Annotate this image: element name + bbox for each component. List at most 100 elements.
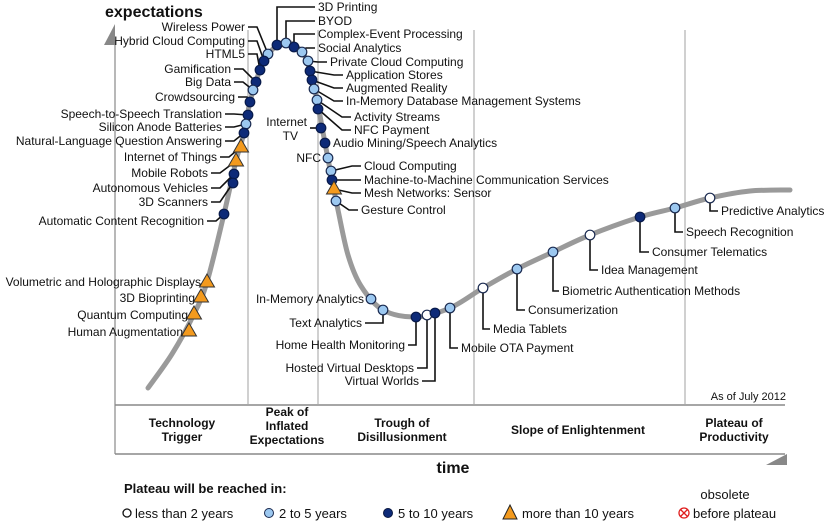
- leader-line: [316, 99, 351, 118]
- legend-label-gt10: more than 10 years: [522, 506, 635, 521]
- leader-line: [639, 217, 649, 253]
- leader-line: [311, 79, 343, 89]
- label-media-tablets: Media Tablets: [493, 322, 567, 336]
- label-augmented-reality: Augmented Reality: [346, 81, 447, 95]
- label-complex-event-processing: Complex-Event Processing: [318, 27, 463, 41]
- circle-marker-icon: [308, 83, 320, 95]
- circle-marker-icon: [240, 118, 252, 130]
- label-big-data: Big Data: [185, 75, 231, 89]
- legend-label-2to5: 2 to 5 years: [279, 506, 347, 521]
- leader-lines: [207, 6, 718, 382]
- circle-marker-icon: [444, 302, 456, 314]
- legend-label-obsolete: obsolete: [700, 487, 749, 502]
- circle-marker-icon: [429, 307, 441, 319]
- legend-white-circle-icon: [122, 508, 132, 518]
- label-application-stores: Application Stores: [346, 68, 443, 82]
- leader-line: [309, 70, 343, 76]
- label-activity-streams: Activity Streams: [354, 110, 440, 124]
- label-idea-management: Idea Management: [601, 263, 698, 277]
- label-internet-of-things: Internet of Things: [124, 150, 217, 164]
- legend-title: Plateau will be reached in:: [124, 481, 287, 496]
- leader-line: [408, 317, 417, 346]
- circle-marker-icon: [547, 246, 559, 258]
- leader-line: [422, 313, 436, 382]
- leader-line: [211, 182, 234, 203]
- obsolete-icon: [678, 507, 690, 519]
- circle-marker-icon: [242, 109, 254, 121]
- circle-marker-icon: [296, 46, 308, 58]
- triangle-marker-icon: [227, 151, 245, 167]
- legend-label-lt2: less than 2 years: [135, 506, 234, 521]
- label-gesture-control: Gesture Control: [361, 203, 446, 217]
- circle-marker-icon: [704, 192, 716, 204]
- circle-marker-icon: [322, 152, 334, 164]
- label-gamification: Gamification: [164, 62, 231, 76]
- leader-line: [417, 315, 428, 369]
- circle-marker-icon: [311, 94, 323, 106]
- circle-marker-icon: [669, 202, 681, 214]
- leader-line: [552, 252, 559, 292]
- label-biometric-authentication-methods: Biometric Authentication Methods: [562, 284, 740, 298]
- label-private-cloud-computing: Private Cloud Computing: [330, 55, 463, 69]
- label-cloud-computing: Cloud Computing: [364, 159, 457, 173]
- leader-line: [313, 88, 343, 102]
- circle-marker-icon: [304, 65, 316, 77]
- label-silicon-anode-batteries: Silicon Anode Batteries: [99, 120, 222, 134]
- leader-line: [589, 235, 598, 271]
- phase-label: Technology Trigger: [149, 416, 216, 444]
- leader-line: [317, 108, 351, 131]
- label-virtual-worlds: Virtual Worlds: [345, 374, 419, 388]
- label-internet-tv: Internet TV: [266, 115, 307, 143]
- label-volumetric-and-holographic-displays: Volumetric and Holographic Displays: [6, 275, 201, 289]
- leader-line: [449, 308, 458, 349]
- triangle-marker-icon: [232, 137, 250, 153]
- circle-marker-icon: [410, 311, 422, 323]
- leader-line: [482, 288, 490, 330]
- label-nfc-payment: NFC Payment: [354, 123, 430, 137]
- phase-label: Peak of Inflated Expectations: [250, 405, 325, 447]
- label-human-augmentation: Human Augmentation: [68, 325, 183, 339]
- legend-triangle-icon: [502, 503, 518, 520]
- circle-marker-icon: [302, 55, 314, 67]
- label-mesh-networks-sensor: Mesh Networks: Sensor: [364, 186, 491, 200]
- label-consumer-telematics: Consumer Telematics: [652, 245, 767, 259]
- circle-marker-icon: [365, 293, 377, 305]
- phase-label: Plateau of Productivity: [699, 416, 769, 444]
- circle-marker-icon: [325, 165, 337, 177]
- circle-marker-icon: [227, 177, 239, 189]
- circle-marker-icon: [254, 64, 266, 76]
- phase-labels: Technology Trigger Peak of Inflated Expectat…: [149, 405, 769, 447]
- label-social-analytics: Social Analytics: [318, 41, 401, 55]
- circle-marker-icon: [244, 96, 256, 108]
- circle-marker-icon: [258, 55, 270, 67]
- label-in-memory-database-management-systems: In-Memory Database Management Systems: [346, 94, 581, 108]
- label-quantum-computing: Quantum Computing: [77, 308, 188, 322]
- circle-marker-icon: [315, 122, 327, 134]
- circle-marker-icon: [288, 41, 300, 53]
- label-in-memory-analytics: In-Memory Analytics: [256, 292, 364, 306]
- circle-marker-icon: [634, 211, 646, 223]
- circle-marker-icon: [247, 84, 259, 96]
- leader-line: [248, 26, 269, 55]
- leader-line: [330, 165, 361, 172]
- legend-light-blue-circle-icon: [264, 508, 274, 518]
- leader-line: [333, 188, 361, 194]
- circle-marker-icon: [218, 208, 230, 220]
- leader-line: [285, 20, 315, 43]
- label-crowdsourcing: Crowdsourcing: [155, 90, 235, 104]
- circle-marker-icon: [319, 137, 331, 149]
- label-speech-recognition: Speech Recognition: [686, 225, 793, 239]
- leader-line: [211, 173, 235, 189]
- label-hybrid-cloud-computing: Hybrid Cloud Computing: [114, 34, 245, 48]
- leader-line: [516, 269, 525, 311]
- phase-label: Slope of Enlightenment: [511, 423, 645, 437]
- circle-marker-icon: [377, 304, 389, 316]
- phase-label: Trough of Disillusionment: [357, 416, 446, 444]
- circle-marker-icon: [584, 229, 596, 241]
- label-text-analytics: Text Analytics: [289, 316, 362, 330]
- label-byod: BYOD: [318, 14, 352, 28]
- label-html5: HTML5: [206, 47, 246, 61]
- label-wireless-power: Wireless Power: [162, 20, 245, 34]
